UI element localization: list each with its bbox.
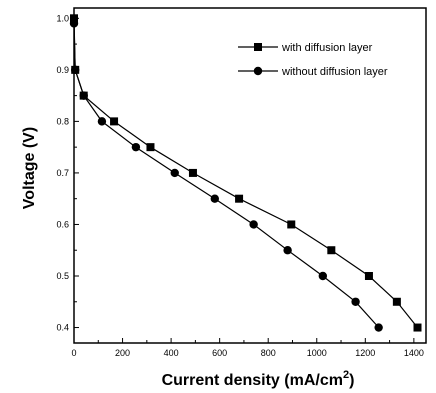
square-point (392, 297, 401, 306)
series (69, 14, 422, 332)
legend-square-marker (254, 43, 262, 51)
x-axis-title: Current density (mA/cm2) (162, 369, 355, 389)
x-tick-label: 1200 (355, 348, 375, 358)
series-line (73, 18, 418, 328)
axes (73, 7, 427, 344)
circle-point (283, 246, 292, 255)
x-axis-title-text: Current density (mA/cm (162, 372, 343, 389)
circle-point (79, 91, 88, 100)
square-point (146, 143, 155, 152)
plot-frame (73, 7, 427, 344)
y-axis-title: Voltage (V) (21, 127, 38, 209)
series-1 (70, 14, 422, 332)
circle-point (249, 220, 258, 229)
square-point (364, 272, 373, 280)
series-line (73, 23, 380, 328)
square-point (188, 168, 197, 177)
y-tick-label: 0.8 (56, 116, 69, 126)
square-point (110, 117, 119, 126)
y-tick-label: 1.0 (56, 13, 69, 23)
square-point (413, 323, 422, 332)
circle-point (131, 142, 141, 152)
x-axis-title-close: ) (349, 372, 354, 389)
circle-point (318, 271, 328, 281)
circle-point (170, 168, 179, 178)
circle-point (97, 117, 107, 126)
square-point (235, 194, 244, 203)
circle-point (69, 19, 79, 28)
legend-label: with diffusion layer (281, 42, 373, 54)
square-point (327, 246, 336, 255)
circle-point (71, 65, 80, 75)
x-tick-label: 800 (261, 348, 276, 358)
x-tick-label: 600 (212, 348, 227, 358)
square-point (287, 220, 296, 229)
y-tick-label: 0.9 (56, 65, 69, 75)
series-2 (69, 19, 383, 332)
y-tick-label: 0.7 (56, 168, 69, 178)
circle-point (210, 194, 219, 203)
x-axis-title-sup: 2 (343, 369, 349, 381)
x-tick-label: 1400 (404, 348, 424, 358)
x-tick-label: 200 (115, 348, 130, 358)
y-tick-label: 0.5 (56, 271, 69, 281)
circle-point (374, 323, 383, 332)
y-tick-label: 0.4 (56, 323, 69, 333)
ticks: 0 200 400 600 800 1000 1200 1400 0.4 0.5 0.6 0.7 0.8… (56, 13, 423, 358)
legend-label: without diffusion layer (281, 66, 388, 78)
legend: with diffusion layer without diffusion la… (238, 42, 388, 78)
x-tick-label: 1000 (307, 348, 327, 358)
x-tick-label: 400 (164, 348, 179, 358)
x-tick-label: 0 (71, 348, 76, 358)
square-point (70, 14, 78, 23)
y-tick-label: 0.6 (56, 219, 69, 229)
circle-point (351, 297, 360, 306)
legend-circle-marker (253, 66, 263, 76)
